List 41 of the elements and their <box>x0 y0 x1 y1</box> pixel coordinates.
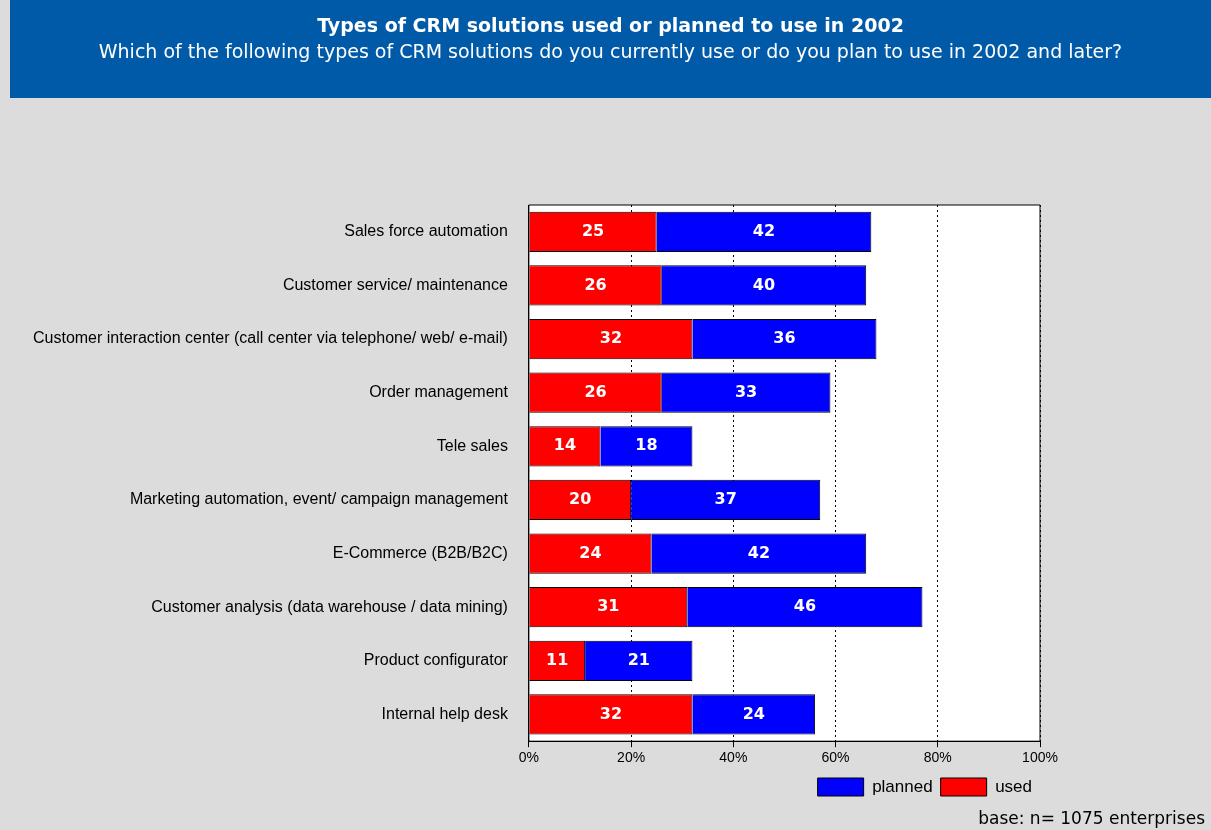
data-label: 46 <box>793 596 817 616</box>
x-tick-label: 0% <box>518 749 539 766</box>
data-label: 37 <box>714 489 737 509</box>
y-tick-label: Order management <box>369 383 509 401</box>
y-tick-label: Customer interaction center (call center via telephone/ web/ e-mail) <box>32 329 508 347</box>
data-label: 32 <box>599 703 623 723</box>
y-tick-label: Marketing automation, event/ campaign management <box>129 490 509 508</box>
y-tick-label: Product configurator <box>363 651 509 669</box>
data-label: 20 <box>569 489 592 509</box>
y-tick-label: Internal help desk <box>381 704 509 722</box>
data-label: 21 <box>627 649 650 669</box>
data-label: 18 <box>635 435 658 455</box>
data-label: 31 <box>597 596 620 616</box>
y-tick-label: Customer analysis (data warehouse / data mining) <box>151 597 508 615</box>
legend-label: planned <box>872 776 933 796</box>
y-tick-label: Customer service/ maintenance <box>282 275 508 293</box>
data-label: 36 <box>773 328 796 348</box>
x-tick-label: 40% <box>719 749 748 766</box>
data-label: 42 <box>747 542 771 562</box>
chart-title: Types of CRM solutions used or planned to use in 2002 <box>316 14 905 36</box>
data-label: 25 <box>581 220 605 240</box>
text: base: n= 1075 enterprises <box>978 808 1205 828</box>
y-tick-label: Sales force automation <box>344 222 508 240</box>
chart-subtitle: Which of the following types of CRM solutions do you currently use or do you plan to use in 2002 and later? <box>97 40 1124 62</box>
data-label: 14 <box>553 435 577 455</box>
x-tick-label: 80% <box>923 749 952 766</box>
y-tick-label: Tele sales <box>436 436 508 454</box>
x-tick-label: 60% <box>821 749 850 766</box>
data-label: 40 <box>752 274 776 294</box>
data-label: 24 <box>742 703 765 723</box>
data-label: 33 <box>734 381 758 401</box>
data-label: 24 <box>579 542 602 562</box>
data-label: 26 <box>584 274 607 294</box>
y-tick-label: E-Commerce (B2B/B2C) <box>332 543 508 561</box>
data-label: 26 <box>584 381 607 401</box>
data-label: 42 <box>752 220 776 240</box>
x-tick-label: 100% <box>1022 749 1058 766</box>
legend-label: used <box>995 776 1033 796</box>
data-label: 11 <box>546 649 569 669</box>
data-label: 32 <box>599 328 623 348</box>
x-tick-label: 20% <box>617 749 646 766</box>
